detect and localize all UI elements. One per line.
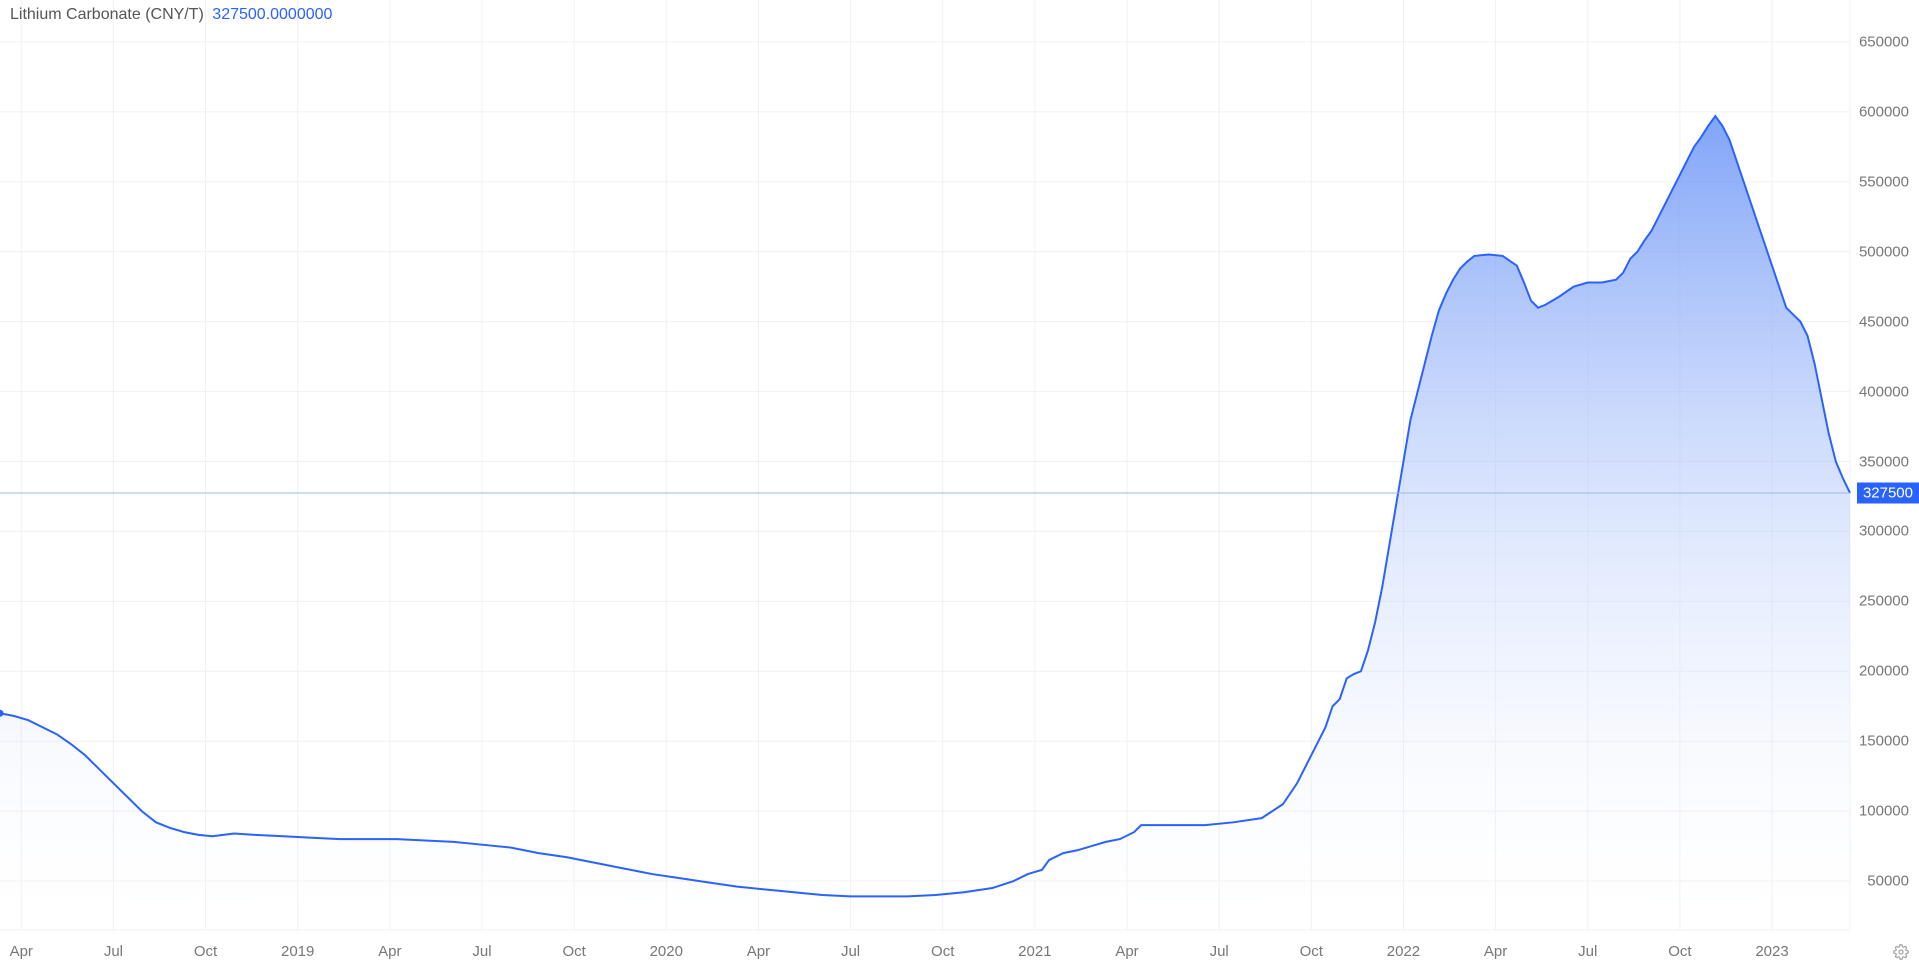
x-tick-label: Jul [841, 943, 860, 960]
y-tick-label: 600000 [1859, 103, 1909, 120]
plot-area[interactable] [0, 0, 1919, 968]
y-tick-label: 500000 [1859, 243, 1909, 260]
x-tick-label: 2022 [1387, 943, 1420, 960]
y-tick-label: 350000 [1859, 453, 1909, 470]
chart-container: Lithium Carbonate (CNY/T) 327500.0000000… [0, 0, 1919, 968]
x-tick-label: Jul [1578, 943, 1597, 960]
x-tick-label: Apr [1484, 943, 1507, 960]
x-tick-label: Oct [931, 943, 954, 960]
y-tick-label: 100000 [1859, 803, 1909, 820]
x-tick-label: Apr [378, 943, 401, 960]
chart-title: Lithium Carbonate (CNY/T) 327500.0000000 [10, 6, 332, 24]
y-tick-label: 50000 [1867, 873, 1909, 890]
y-tick-label: 450000 [1859, 313, 1909, 330]
gear-icon[interactable] [1893, 944, 1909, 960]
x-tick-label: Jul [104, 943, 123, 960]
x-tick-label: Apr [747, 943, 770, 960]
x-tick-label: Jul [1210, 943, 1229, 960]
x-tick-label: 2019 [281, 943, 314, 960]
y-tick-label: 250000 [1859, 593, 1909, 610]
x-tick-label: 2020 [650, 943, 683, 960]
x-axis: Apr Jul Oct 2019 Apr Jul Oct 2020 Apr Jul Oct 2021 A… [0, 930, 1919, 968]
y-tick-label: 200000 [1859, 663, 1909, 680]
x-tick-label: Apr [1115, 943, 1138, 960]
current-value-badge: 327500 [1857, 482, 1919, 503]
x-tick-label: Apr [10, 943, 33, 960]
y-tick-label: 400000 [1859, 383, 1909, 400]
y-tick-label: 150000 [1859, 733, 1909, 750]
x-tick-label: Oct [1300, 943, 1323, 960]
y-tick-label: 650000 [1859, 33, 1909, 50]
y-tick-label: 550000 [1859, 173, 1909, 190]
x-tick-label: 2021 [1018, 943, 1051, 960]
y-tick-label: 300000 [1859, 523, 1909, 540]
series-current-value: 327500.0000000 [212, 6, 332, 23]
x-tick-label: 2023 [1755, 943, 1788, 960]
x-tick-label: Oct [562, 943, 585, 960]
x-tick-label: Oct [1668, 943, 1691, 960]
x-tick-label: Oct [194, 943, 217, 960]
x-tick-label: Jul [472, 943, 491, 960]
series-name: Lithium Carbonate (CNY/T) [10, 6, 204, 23]
